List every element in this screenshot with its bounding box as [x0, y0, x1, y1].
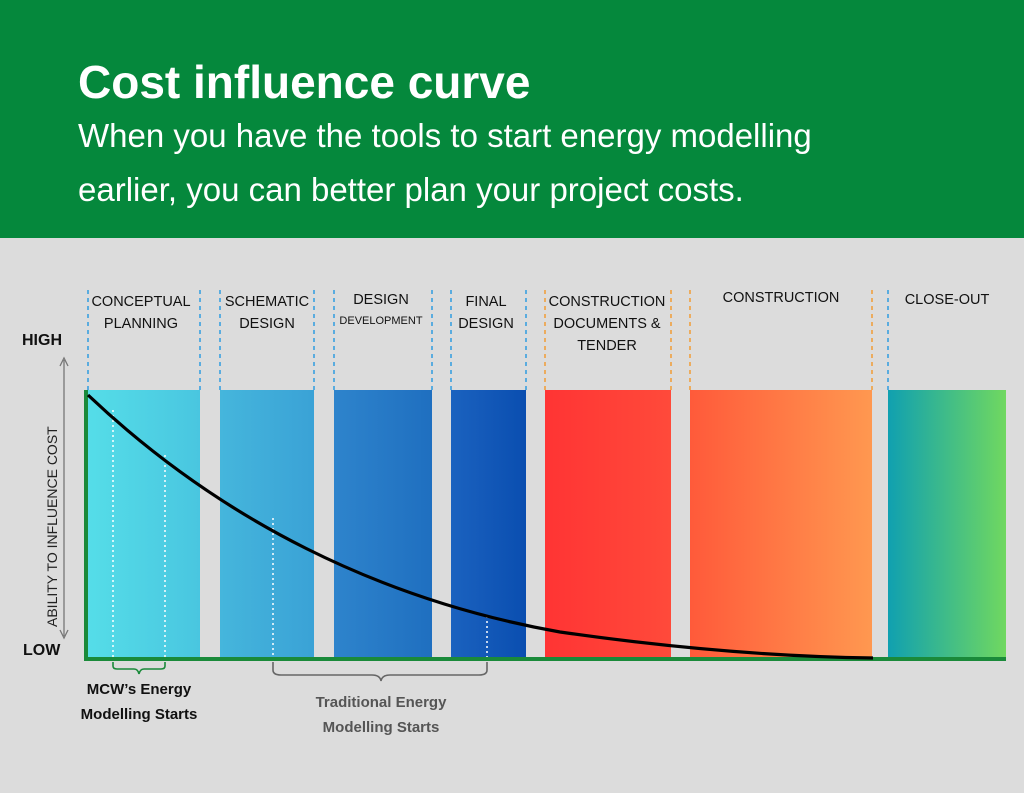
- phase-label-schematic-design-1: SCHEMATIC: [225, 294, 309, 310]
- phase-label-final-design-1: FINAL: [465, 294, 506, 310]
- traditional-note-line-1: Traditional Energy: [316, 694, 448, 711]
- start-markers: [112, 410, 488, 660]
- y-axis-arrow: [59, 356, 69, 640]
- traditional-brace: [272, 662, 488, 682]
- cost-influence-curve: [86, 393, 874, 660]
- phase-bar-construction-documents-tender: [545, 390, 671, 659]
- phase-bar-conceptual-planning: [88, 390, 200, 659]
- subtitle-line-1: When you have the tools to start energy …: [78, 117, 812, 154]
- phase-label-design-development-1: DESIGN: [353, 292, 409, 308]
- phase-bar-design-development: [334, 390, 432, 659]
- phase-label-construction-documents-tender-2: DOCUMENTS &: [553, 316, 660, 332]
- phase-label-construction-documents-tender-3: TENDER: [577, 338, 637, 354]
- header-banner: Cost influence curve When you have the t…: [0, 0, 1024, 238]
- phase-label-conceptual-planning-1: CONCEPTUAL: [91, 294, 190, 310]
- phase-label-design-development-2: DEVELOPMENT: [339, 315, 422, 327]
- high-label: HIGH: [22, 332, 62, 349]
- subtitle-line-2: earlier, you can better plan your projec…: [78, 171, 744, 208]
- phase-label-construction-1: CONSTRUCTION: [723, 290, 840, 306]
- mcw-note-line-2: Modelling Starts: [81, 706, 198, 723]
- mcw-brace: [112, 662, 166, 675]
- y-axis-title: ABILITY TO INFLUENCE COST: [44, 426, 60, 627]
- phase-label-conceptual-planning-2: PLANNING: [104, 316, 178, 332]
- phase-bar-final-design: [451, 390, 526, 659]
- phase-label-construction-documents-tender-1: CONSTRUCTION: [549, 294, 666, 310]
- phase-dividers: [87, 290, 889, 390]
- phase-bar-construction: [690, 390, 872, 659]
- traditional-note-line-2: Modelling Starts: [323, 719, 440, 736]
- mcw-note-line-1: MCW’s Energy: [87, 681, 192, 698]
- phase-label-final-design-2: DESIGN: [458, 316, 514, 332]
- page-title: Cost influence curve: [78, 56, 531, 108]
- cost-influence-diagram: CONCEPTUAL PLANNING SCHEMATIC DESIGN DESIGN D…: [22, 290, 1006, 736]
- phase-label-schematic-design-2: DESIGN: [239, 316, 295, 332]
- phase-label-close-out-1: CLOSE-OUT: [905, 292, 990, 308]
- low-label: LOW: [23, 642, 61, 659]
- phase-labels: CONCEPTUAL PLANNING SCHEMATIC DESIGN DESIGN D…: [91, 290, 989, 354]
- phase-bars: [88, 390, 1006, 659]
- phase-bar-schematic-design: [220, 390, 314, 659]
- phase-bar-close-out: [888, 390, 1006, 659]
